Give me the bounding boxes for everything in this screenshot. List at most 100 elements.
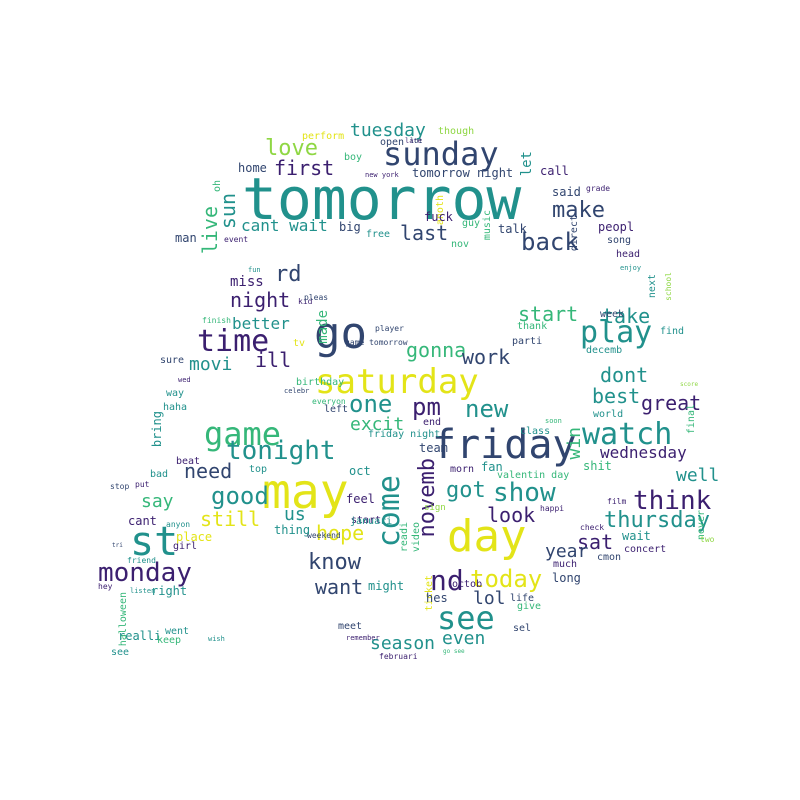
word-cloud-word: st bbox=[130, 519, 179, 565]
word-cloud-word: make bbox=[552, 198, 605, 223]
word-cloud-word: take bbox=[602, 304, 651, 328]
word-cloud-word: want bbox=[315, 575, 364, 599]
word-cloud-word: pleas bbox=[304, 293, 329, 302]
word-cloud-word: need bbox=[184, 459, 233, 483]
word-cloud-word: tv bbox=[293, 338, 306, 349]
word-cloud-word: wait bbox=[622, 529, 651, 543]
word-cloud-word: life bbox=[510, 593, 535, 604]
word-cloud-word: player bbox=[375, 324, 404, 333]
word-cloud-word: music bbox=[482, 210, 493, 241]
word-cloud-word: even bbox=[442, 628, 486, 649]
word-cloud-word: stop bbox=[110, 482, 130, 491]
word-cloud-word: cmon bbox=[597, 552, 622, 563]
word-cloud-word: wednesday bbox=[600, 443, 687, 462]
word-cloud-word: tuesday bbox=[350, 120, 426, 141]
word-cloud-word: pm bbox=[412, 393, 441, 421]
word-cloud-word: see bbox=[437, 599, 495, 637]
word-cloud-word: think bbox=[633, 486, 712, 516]
word-cloud-word: week bbox=[600, 309, 625, 320]
word-cloud-word: class bbox=[520, 426, 551, 437]
word-cloud-word: readi bbox=[399, 522, 410, 553]
word-cloud-word: ill bbox=[255, 348, 292, 372]
word-cloud-word: rd bbox=[275, 262, 302, 287]
word-cloud-word: octob bbox=[452, 579, 483, 590]
word-cloud-word: girl bbox=[173, 541, 198, 552]
word-cloud-word: movi bbox=[189, 354, 233, 375]
word-cloud-word: play bbox=[580, 315, 653, 350]
word-cloud-word: sure bbox=[160, 355, 185, 366]
word-cloud-word: way bbox=[166, 388, 185, 399]
word-cloud-word: go see bbox=[443, 648, 465, 655]
word-cloud-word: beat bbox=[176, 456, 201, 467]
word-cloud-word: morn bbox=[450, 464, 475, 475]
word-cloud-word: valentin day bbox=[497, 470, 570, 481]
word-cloud-word: soon bbox=[545, 417, 562, 425]
word-cloud-word: check bbox=[580, 523, 605, 532]
word-cloud-word: night bbox=[230, 288, 291, 312]
word-cloud-word: watch bbox=[582, 417, 673, 452]
word-cloud-word: find bbox=[660, 326, 685, 337]
word-cloud-word: world bbox=[593, 409, 624, 420]
word-cloud-word: oct bbox=[349, 464, 371, 478]
word-cloud-word: fan bbox=[481, 460, 503, 474]
word-cloud-word: one bbox=[349, 390, 393, 418]
word-cloud-word: may bbox=[262, 464, 349, 520]
word-cloud-word: tomorrow bbox=[242, 165, 522, 233]
word-cloud-word: concert bbox=[624, 544, 667, 555]
word-cloud-word: day bbox=[447, 511, 527, 562]
word-cloud-word: still bbox=[200, 507, 261, 531]
word-cloud-word: lot bbox=[410, 137, 423, 145]
word-cloud-word: end bbox=[423, 417, 442, 428]
word-cloud-word: start bbox=[351, 515, 382, 526]
word-cloud-word: call bbox=[540, 164, 569, 178]
word-cloud-word: first bbox=[274, 156, 335, 180]
word-cloud-word: school bbox=[664, 272, 673, 301]
word-cloud-word: gonna bbox=[406, 338, 467, 362]
word-cloud-word: sel bbox=[513, 623, 532, 634]
word-cloud-word: nov bbox=[451, 239, 470, 250]
word-cloud-word: us bbox=[284, 504, 306, 525]
word-cloud-word: new york bbox=[365, 171, 399, 179]
word-cloud-word: cant wait bbox=[241, 216, 328, 235]
word-cloud-word: haha bbox=[163, 402, 188, 413]
word-cloud-word: long bbox=[552, 571, 581, 585]
word-cloud-word: time bbox=[197, 324, 270, 359]
word-cloud-word: everyon bbox=[312, 397, 346, 406]
word-cloud-word: bring bbox=[150, 411, 164, 448]
word-cloud-word: start bbox=[518, 302, 579, 326]
word-cloud-word: celebr bbox=[284, 387, 310, 395]
word-cloud-word: know bbox=[308, 550, 361, 575]
word-cloud-word: got bbox=[446, 478, 486, 503]
word-cloud-word: direct bbox=[569, 215, 580, 252]
word-cloud-word: feel bbox=[346, 492, 375, 506]
word-cloud-word: back bbox=[521, 228, 579, 256]
word-cloud-word: top bbox=[249, 464, 268, 475]
word-cloud-word: hey bbox=[98, 582, 113, 591]
word-cloud-word: wish bbox=[208, 635, 225, 643]
word-cloud-word: cant bbox=[128, 514, 157, 528]
word-cloud-word: friday bbox=[432, 422, 577, 468]
word-cloud-word: miss bbox=[230, 274, 264, 290]
word-cloud-word: film bbox=[607, 497, 627, 506]
word-cloud-word: kid bbox=[298, 297, 313, 306]
word-cloud-word: said bbox=[552, 185, 581, 199]
word-cloud-word: next bbox=[647, 274, 658, 299]
word-cloud-word: guy bbox=[462, 218, 481, 229]
word-cloud-word: today bbox=[470, 565, 543, 593]
word-cloud-word: friend bbox=[127, 556, 156, 565]
word-cloud-word: listen bbox=[130, 587, 156, 595]
word-cloud-word: great bbox=[641, 391, 702, 415]
word-cloud-word: best bbox=[592, 384, 641, 408]
word-cloud-word: man bbox=[175, 231, 197, 245]
word-cloud-word: oh bbox=[212, 180, 223, 193]
word-cloud-word: realli bbox=[118, 629, 162, 643]
word-cloud-word: left bbox=[324, 404, 349, 415]
word-cloud-word: see bbox=[111, 647, 130, 658]
word-cloud-word: place bbox=[176, 530, 213, 544]
word-cloud-word: new bbox=[465, 395, 509, 423]
word-cloud-word: head bbox=[616, 249, 641, 260]
word-cloud-word: open bbox=[380, 137, 405, 148]
word-cloud-word: remember bbox=[346, 634, 380, 642]
word-cloud-word: free bbox=[366, 229, 391, 240]
